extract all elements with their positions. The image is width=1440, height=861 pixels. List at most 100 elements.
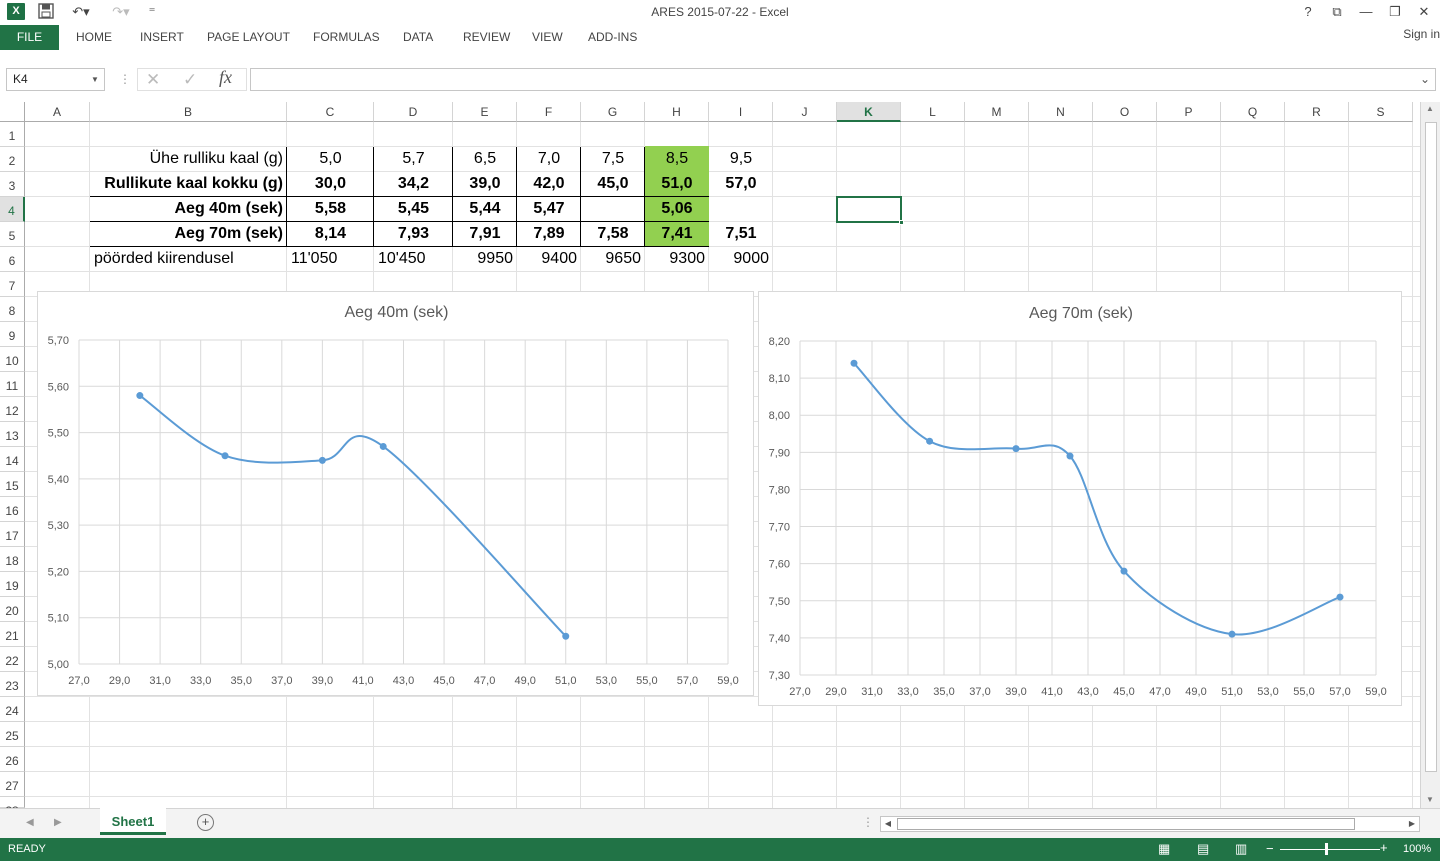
page-layout-view-icon[interactable]: ▤: [1197, 841, 1210, 856]
zoom-in-icon[interactable]: +: [1380, 840, 1388, 855]
table-cell[interactable]: 39,0: [469, 175, 501, 192]
add-sheet-button[interactable]: +: [197, 814, 214, 831]
table-cell[interactable]: 9400: [541, 250, 577, 267]
tab-add-ins[interactable]: ADD-INS: [588, 30, 638, 44]
column-header-q[interactable]: Q: [1221, 102, 1285, 122]
table-cell[interactable]: 5,45: [397, 200, 430, 217]
tab-home[interactable]: HOME: [76, 30, 112, 44]
column-header-a[interactable]: A: [25, 102, 90, 122]
data-point[interactable]: [318, 456, 326, 464]
tab-data[interactable]: DATA: [403, 30, 434, 44]
row-header-24[interactable]: 24: [0, 697, 25, 722]
cancel-icon[interactable]: ✕: [146, 70, 161, 89]
table-cell[interactable]: 8,14: [314, 225, 347, 242]
row-header-18[interactable]: 18: [0, 547, 25, 572]
tab-formulas[interactable]: FORMULAS: [313, 30, 380, 44]
row-header-22[interactable]: 22: [0, 647, 25, 672]
row-header-12[interactable]: 12: [0, 397, 25, 422]
horizontal-scrollbar[interactable]: ◀ ▶: [880, 816, 1420, 832]
row-header-7[interactable]: 7: [0, 272, 25, 297]
customize-qat-icon[interactable]: ⁼: [148, 4, 156, 19]
data-point[interactable]: [1228, 630, 1236, 638]
zoom-slider-thumb[interactable]: [1325, 843, 1328, 855]
help-button[interactable]: ?: [1304, 4, 1312, 19]
table-cell[interactable]: 11'050: [291, 250, 338, 267]
chart-70m[interactable]: Aeg 70m (sek) 27,0 29,0 31,0 33,0 35,0 37,0 39…: [758, 291, 1402, 706]
table-cell[interactable]: 5,58: [314, 200, 347, 217]
row-header-11[interactable]: 11: [0, 372, 25, 397]
sheet-tab-sheet1[interactable]: Sheet1: [100, 808, 166, 835]
enter-icon[interactable]: ✓: [183, 70, 198, 89]
column-header-e[interactable]: E: [453, 102, 517, 122]
row-header-28[interactable]: 28: [0, 797, 25, 818]
row-header-20[interactable]: 20: [0, 597, 25, 622]
row-header-9[interactable]: 9: [0, 322, 25, 347]
zoom-out-icon[interactable]: −: [1266, 841, 1274, 856]
table-cell[interactable]: 7,0: [537, 150, 561, 167]
save-icon[interactable]: [37, 3, 55, 21]
column-header-l[interactable]: L: [901, 102, 965, 122]
row-header-19[interactable]: 19: [0, 572, 25, 597]
undo-icon[interactable]: ↶▾: [72, 4, 90, 19]
tab-page-layout[interactable]: PAGE LAYOUT: [207, 30, 290, 44]
scroll-up-icon[interactable]: ▲: [1426, 104, 1434, 113]
tab-file[interactable]: FILE: [0, 25, 59, 50]
minimize-icon[interactable]: —: [1359, 4, 1373, 19]
data-point[interactable]: [136, 392, 144, 400]
zoom-slider[interactable]: [1280, 849, 1380, 850]
hscroll-thumb[interactable]: [897, 818, 1355, 830]
close-icon[interactable]: ✕: [1418, 4, 1430, 19]
data-point[interactable]: [926, 437, 934, 445]
row-header-25[interactable]: 25: [0, 722, 25, 747]
column-header-i[interactable]: I: [709, 102, 773, 122]
column-header-g[interactable]: G: [581, 102, 645, 122]
restore-icon[interactable]: ❐: [1389, 4, 1401, 19]
expand-formula-icon[interactable]: ⌄: [1420, 72, 1431, 86]
row-header-15[interactable]: 15: [0, 472, 25, 497]
row-header-2[interactable]: 2: [0, 147, 25, 172]
redo-icon[interactable]: ↷▾: [112, 4, 130, 19]
sheet-next-icon[interactable]: ▶: [54, 817, 62, 828]
tab-view[interactable]: VIEW: [532, 30, 563, 44]
row-header-17[interactable]: 17: [0, 522, 25, 547]
vertical-scrollbar[interactable]: ▲ ▼: [1420, 102, 1440, 808]
column-header-j[interactable]: J: [773, 102, 837, 122]
table-cell[interactable]: 30,0: [314, 175, 347, 192]
table-cell[interactable]: 7,89: [533, 225, 565, 242]
table-cell[interactable]: 5,06: [661, 200, 693, 217]
data-point[interactable]: [1012, 445, 1020, 453]
sheet-prev-icon[interactable]: ◀: [26, 817, 34, 828]
data-point[interactable]: [1120, 567, 1128, 575]
data-point[interactable]: [1336, 593, 1344, 601]
sign-in-link[interactable]: Sign in: [1403, 27, 1440, 41]
column-header-h[interactable]: H: [645, 102, 709, 122]
table-cell[interactable]: 9950: [477, 250, 513, 267]
table-cell[interactable]: 5,7: [402, 150, 425, 167]
table-cell[interactable]: 6,5: [473, 150, 497, 167]
page-break-view-icon[interactable]: ▥: [1235, 841, 1248, 856]
chart-40m[interactable]: Aeg 40m (sek) 27,0 29,0 31,0 33,0 35,0 37,0 39…: [37, 291, 754, 696]
column-header-o[interactable]: O: [1093, 102, 1157, 122]
data-point[interactable]: [379, 442, 387, 450]
ribbon-display-icon[interactable]: ⧉: [1332, 4, 1342, 19]
normal-view-icon[interactable]: ▦: [1158, 841, 1171, 856]
table-cell[interactable]: 5,0: [319, 150, 342, 167]
scroll-left-icon[interactable]: ◀: [884, 819, 892, 828]
column-header-m[interactable]: M: [965, 102, 1029, 122]
table-cell[interactable]: 7,5: [601, 150, 625, 167]
table-cell[interactable]: 45,0: [597, 175, 629, 192]
table-cell[interactable]: 7,51: [725, 225, 757, 242]
scroll-down-icon[interactable]: ▼: [1426, 795, 1434, 804]
table-cell[interactable]: 9000: [733, 250, 769, 267]
row-header-23[interactable]: 23: [0, 672, 25, 697]
column-header-n[interactable]: N: [1029, 102, 1093, 122]
row-header-8[interactable]: 8: [0, 297, 25, 322]
tab-split-grip-icon[interactable]: ⋮: [862, 815, 874, 829]
row-header-21[interactable]: 21: [0, 622, 25, 647]
row-header-13[interactable]: 13: [0, 422, 25, 447]
data-point[interactable]: [562, 632, 570, 640]
row-header-3[interactable]: 3: [0, 172, 25, 197]
data-point[interactable]: [221, 452, 229, 460]
data-point[interactable]: [1066, 452, 1074, 460]
select-all-corner[interactable]: [0, 102, 25, 122]
